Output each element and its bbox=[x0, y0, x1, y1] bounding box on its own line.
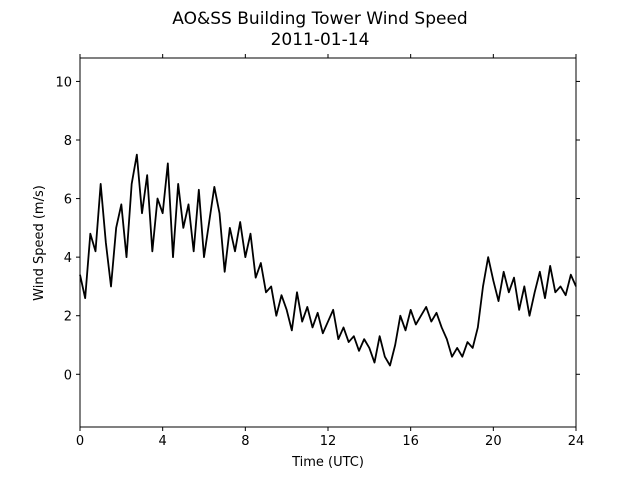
x-tick-label: 8 bbox=[241, 434, 249, 449]
y-tick-label: 0 bbox=[64, 368, 72, 383]
y-tick-label: 2 bbox=[64, 310, 72, 325]
x-tick-label: 12 bbox=[320, 434, 337, 449]
y-tick-label: 8 bbox=[64, 134, 72, 149]
y-axis-label: Wind Speed (m/s) bbox=[32, 185, 47, 301]
chart-subtitle: 2011-01-14 bbox=[271, 30, 370, 50]
x-axis-label: Time (UTC) bbox=[291, 455, 364, 470]
chart-title: AO&SS Building Tower Wind Speed bbox=[172, 9, 467, 29]
y-tick-label: 6 bbox=[64, 193, 72, 208]
x-tick-label: 20 bbox=[485, 434, 502, 449]
plot-frame bbox=[79, 57, 577, 428]
x-tick-label: 16 bbox=[402, 434, 419, 449]
y-tick-label: 10 bbox=[55, 75, 72, 90]
line-series bbox=[79, 153, 577, 367]
y-tick-label: 4 bbox=[64, 251, 72, 266]
x-tick-label: 4 bbox=[159, 434, 167, 449]
x-tick-label: 24 bbox=[568, 434, 585, 449]
x-tick-label: 0 bbox=[76, 434, 84, 449]
